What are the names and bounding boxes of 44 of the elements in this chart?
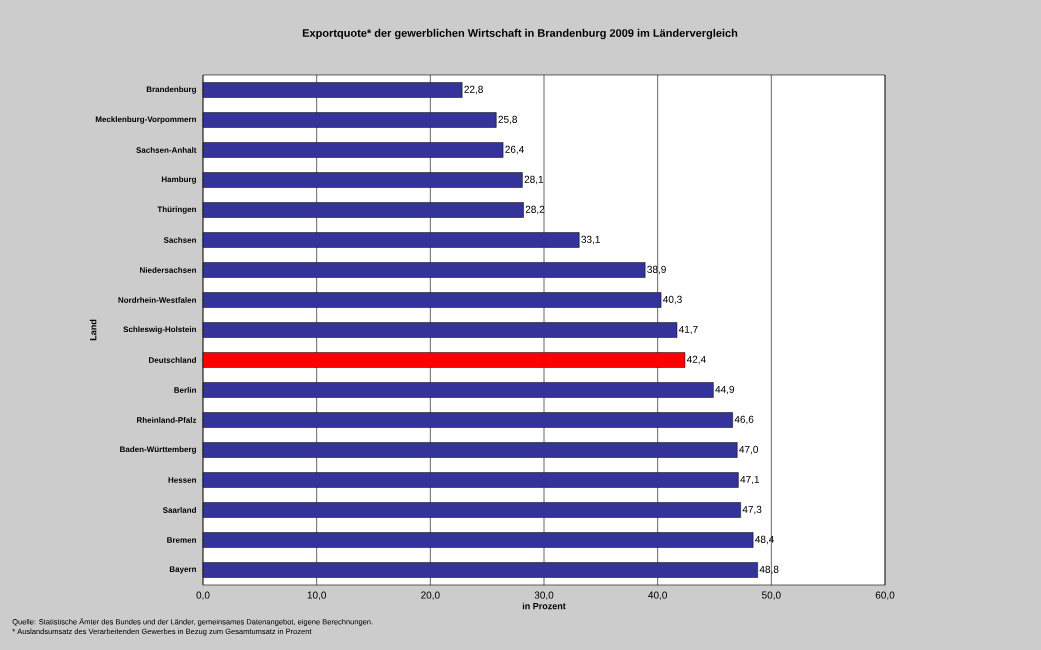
y-tick-label: Schleswig-Holstein <box>123 326 196 334</box>
data-label: 41,7 <box>678 325 698 335</box>
data-label: 47,3 <box>742 505 762 515</box>
y-tick-label: Mecklenburg-Vorpommern <box>95 116 196 124</box>
y-tick-label: Nordrhein-Westfalen <box>118 297 196 303</box>
data-label: 46,6 <box>734 415 754 425</box>
x-tick-label: 30,0 <box>534 591 554 600</box>
x-tick-label: 10,0 <box>307 591 327 600</box>
chart-title: Exportquote* der gewerblichen Wirtschaft in Brandenburg 2009 im Ländervergleich <box>302 28 738 40</box>
data-label: 47,1 <box>740 475 760 485</box>
x-tick-label: 20,0 <box>421 591 440 600</box>
y-tick-label: Hessen <box>168 477 196 483</box>
data-label: 44,9 <box>715 385 735 395</box>
data-label: 38,9 <box>647 265 666 275</box>
x-tick-label: 50,0 <box>762 591 781 600</box>
data-label: 40,3 <box>663 295 682 305</box>
data-label: 48,4 <box>755 535 775 545</box>
y-tick-label: Rheinland-Pfalz <box>137 417 197 423</box>
y-tick-label: Berlin <box>174 387 196 393</box>
y-axis-title: Land <box>89 319 97 341</box>
y-tick-label: Brandenburg <box>146 86 196 94</box>
y-tick-label: Bremen <box>167 537 196 543</box>
data-label: 25,8 <box>498 115 517 125</box>
y-tick-label: Deutschland <box>149 357 196 363</box>
x-tick-label: 60,0 <box>875 591 895 600</box>
y-tick-label: Sachsen-Anhalt <box>136 147 197 153</box>
x-axis-title: in Prozent <box>522 602 566 610</box>
data-label: 33,1 <box>581 235 600 245</box>
data-label: 22,8 <box>464 85 483 95</box>
x-tick-label: 40,0 <box>648 591 668 600</box>
y-tick-label: Thüringen <box>157 206 196 214</box>
data-label: 26,4 <box>505 145 524 155</box>
data-label: 42,4 <box>686 355 706 365</box>
y-tick-label: Saarland <box>162 507 196 513</box>
data-label: 48,8 <box>759 565 779 575</box>
y-tick-label: Niedersachsen <box>140 267 196 273</box>
data-label: 47,0 <box>739 445 759 455</box>
data-label: 28,2 <box>525 205 545 215</box>
y-tick-label: Bayern <box>169 566 196 574</box>
y-tick-label: Sachsen <box>163 237 196 243</box>
y-tick-label: Baden-Württemberg <box>120 446 196 454</box>
y-tick-label: Hamburg <box>161 176 196 184</box>
data-label: 28,1 <box>524 175 544 185</box>
x-tick-label: 0,0 <box>196 591 210 600</box>
